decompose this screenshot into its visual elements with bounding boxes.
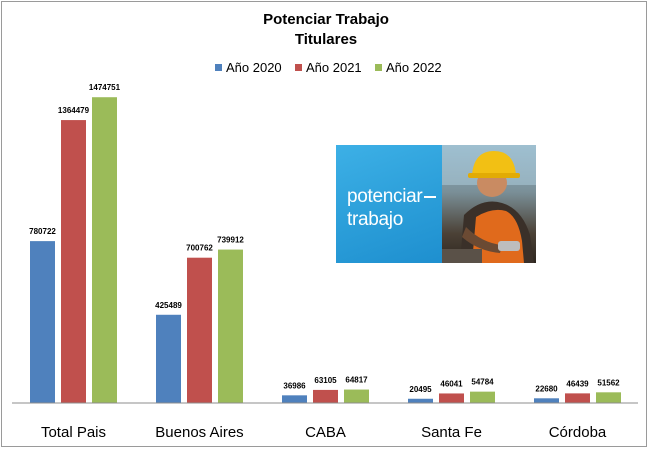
bar-total-pais-ano-2021: [61, 120, 86, 403]
bar-cordoba-ano-2021: [565, 393, 590, 403]
data-label-santa-fe-ano-2022: 54784: [471, 378, 494, 387]
data-label-buenos-aires-ano-2021: 700762: [186, 244, 213, 253]
bar-caba-ano-2021: [313, 389, 338, 403]
category-labels: Total Pais Buenos Aires CABA Santa Fe Córdob…: [41, 424, 607, 441]
category-label-total-pais: Total Pais: [41, 424, 106, 441]
chart-title: Potenciar Trabajo: [263, 11, 389, 28]
bar-cordoba-ano-2020: [534, 398, 559, 403]
legend-label-ano-2021: Año 2021: [306, 60, 362, 75]
promo-line-1: potenciar: [347, 186, 423, 207]
bar-total-pais-ano-2020: [30, 241, 55, 403]
bar-caba-ano-2022: [344, 389, 369, 403]
category-label-santa-fe: Santa Fe: [421, 424, 482, 441]
bar-total-pais-ano-2022: [92, 97, 117, 403]
bars-group: 780722 1364479 1474751 425489 700762 739912 36…: [29, 83, 621, 403]
data-label-cordoba-ano-2022: 51562: [597, 378, 620, 387]
data-label-total-pais-ano-2021: 1364479: [58, 106, 90, 115]
legend: Año 2020 Año 2021 Año 2022: [215, 60, 442, 75]
data-label-santa-fe-ano-2021: 46041: [440, 379, 463, 388]
bar-santa-fe-ano-2022: [470, 391, 495, 403]
data-label-cordoba-ano-2020: 22680: [535, 384, 558, 393]
data-label-caba-ano-2020: 36986: [283, 381, 306, 390]
category-label-caba: CABA: [305, 424, 346, 441]
data-label-caba-ano-2021: 63105: [314, 376, 337, 385]
legend-label-ano-2020: Año 2020: [226, 60, 282, 75]
bar-caba-ano-2020: [282, 395, 307, 403]
data-label-cordoba-ano-2021: 46439: [566, 379, 589, 388]
promo-underline-mark: [424, 195, 437, 198]
chart-subtitle: Titulares: [295, 31, 357, 48]
worker-photo: [442, 145, 536, 263]
bar-cordoba-ano-2022: [596, 392, 621, 403]
legend-swatch-ano-2022: [375, 64, 382, 71]
potenciar-trabajo-promo-image: potenciar trabajo: [336, 145, 536, 263]
data-label-buenos-aires-ano-2020: 425489: [155, 301, 182, 310]
promo-blue-panel: potenciar trabajo: [336, 145, 442, 263]
data-label-total-pais-ano-2022: 1474751: [89, 83, 121, 92]
bar-santa-fe-ano-2021: [439, 393, 464, 403]
hardhat-worker-icon: [442, 145, 536, 263]
legend-swatch-ano-2020: [215, 64, 222, 71]
data-label-buenos-aires-ano-2022: 739912: [217, 236, 244, 245]
bar-buenos-aires-ano-2021: [187, 257, 212, 403]
bar-buenos-aires-ano-2022: [218, 249, 243, 403]
data-label-santa-fe-ano-2020: 20495: [409, 385, 432, 394]
promo-line-2: trabajo: [347, 209, 403, 230]
bar-santa-fe-ano-2020: [408, 398, 433, 403]
category-label-buenos-aires: Buenos Aires: [155, 424, 243, 441]
data-label-total-pais-ano-2020: 780722: [29, 227, 56, 236]
legend-label-ano-2022: Año 2022: [386, 60, 442, 75]
category-label-cordoba: Córdoba: [549, 424, 607, 441]
promo-logo-text: potenciar trabajo: [347, 185, 437, 231]
bar-buenos-aires-ano-2020: [156, 314, 181, 403]
legend-swatch-ano-2021: [295, 64, 302, 71]
data-label-caba-ano-2022: 64817: [345, 376, 368, 385]
